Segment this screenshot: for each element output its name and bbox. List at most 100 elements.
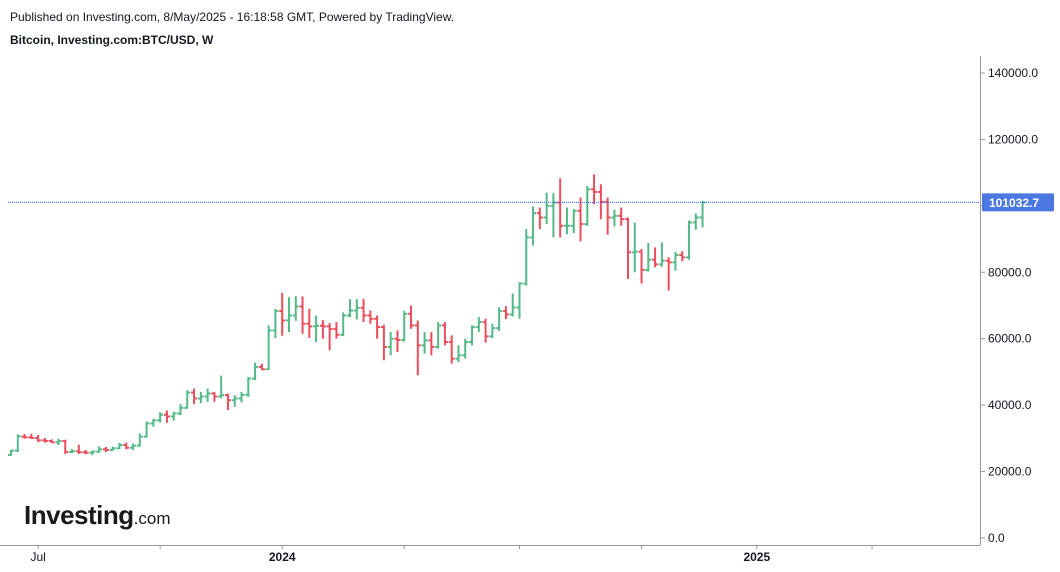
ohlc-bar[interactable] <box>177 404 184 416</box>
ohlc-bar[interactable] <box>75 444 82 454</box>
ohlc-bar[interactable] <box>62 439 69 454</box>
ohlc-bar[interactable] <box>584 185 591 226</box>
ohlc-bar[interactable] <box>211 391 218 402</box>
ohlc-bar[interactable] <box>455 345 462 362</box>
ohlc-bar[interactable] <box>611 209 618 227</box>
ohlc-bar[interactable] <box>686 220 692 260</box>
ohlc-bar[interactable] <box>448 335 455 364</box>
ohlc-bar[interactable] <box>28 433 35 440</box>
ohlc-bar[interactable] <box>665 257 672 291</box>
ohlc-bar[interactable] <box>509 293 516 317</box>
ohlc-bar[interactable] <box>258 363 265 371</box>
ohlc-bar[interactable] <box>699 200 706 228</box>
ohlc-bar[interactable] <box>252 362 259 381</box>
ohlc-bar[interactable] <box>306 308 313 339</box>
ohlc-bar[interactable] <box>645 243 652 272</box>
ohlc-bar[interactable] <box>191 388 198 405</box>
ohlc-bar[interactable] <box>238 391 245 403</box>
ohlc-bar[interactable] <box>102 446 109 452</box>
ohlc-bar[interactable] <box>489 323 496 339</box>
ohlc-bar[interactable] <box>638 249 645 284</box>
ohlc-bar[interactable] <box>482 318 489 343</box>
ohlc-bar[interactable] <box>109 446 116 451</box>
ohlc-bar[interactable] <box>340 312 347 337</box>
ohlc-bar[interactable] <box>130 443 137 450</box>
ohlc-bar[interactable] <box>387 332 394 356</box>
ohlc-bar[interactable] <box>441 322 448 346</box>
ohlc-bar[interactable] <box>218 375 225 399</box>
ohlc-bar[interactable] <box>272 308 279 339</box>
ohlc-bar[interactable] <box>265 325 272 371</box>
ohlc-bar[interactable] <box>469 325 476 346</box>
ohlc-bar[interactable] <box>245 376 252 397</box>
ohlc-bar[interactable] <box>35 435 42 443</box>
ohlc-bar[interactable] <box>577 197 584 242</box>
ohlc-bar[interactable] <box>658 242 665 267</box>
ohlc-bar[interactable] <box>624 217 631 279</box>
ohlc-bar[interactable] <box>516 282 523 319</box>
ohlc-bar[interactable] <box>557 178 564 238</box>
ohlc-bar[interactable] <box>414 320 421 376</box>
ohlc-bar[interactable] <box>299 296 306 334</box>
ohlc-bar[interactable] <box>408 305 415 329</box>
ohlc-bar[interactable] <box>502 306 509 320</box>
ohlc-bar[interactable] <box>313 315 320 343</box>
ohlc-bar[interactable] <box>347 299 353 318</box>
ohlc-bar[interactable] <box>197 391 204 404</box>
ohlc-bar[interactable] <box>55 438 62 445</box>
ohlc-bar[interactable] <box>326 323 333 351</box>
ohlc-bar[interactable] <box>143 421 150 438</box>
ohlc-bar[interactable] <box>692 213 699 230</box>
ohlc-bar[interactable] <box>360 298 367 323</box>
ohlc-bar[interactable] <box>69 448 76 453</box>
ohlc-bar[interactable] <box>435 322 442 349</box>
ohlc-bar[interactable] <box>96 446 103 453</box>
ohlc-bar[interactable] <box>394 330 401 352</box>
ohlc-bar[interactable] <box>8 449 14 456</box>
ohlc-bar[interactable] <box>14 434 21 452</box>
ohlc-bar[interactable] <box>563 207 570 235</box>
ohlc-bar[interactable] <box>319 320 326 339</box>
ohlc-bar[interactable] <box>374 315 381 339</box>
ohlc-bar[interactable] <box>550 193 557 238</box>
ohlc-bar[interactable] <box>116 443 123 450</box>
ohlc-bar[interactable] <box>462 338 469 359</box>
ohlc-bar[interactable] <box>570 209 577 234</box>
ohlc-bar[interactable] <box>652 247 659 268</box>
ohlc-bar[interactable] <box>89 450 96 456</box>
ohlc-bar[interactable] <box>48 439 55 444</box>
ohlc-bar[interactable] <box>123 442 130 450</box>
ohlc-bar[interactable] <box>679 251 686 262</box>
ohlc-bar[interactable] <box>401 310 408 342</box>
ohlc-bar[interactable] <box>231 395 238 407</box>
ohlc-bar[interactable] <box>530 206 537 246</box>
ohlc-bar[interactable] <box>672 251 679 271</box>
ohlc-bar[interactable] <box>523 229 530 286</box>
ohlc-bar[interactable] <box>618 207 625 226</box>
ohlc-bar[interactable] <box>333 322 340 339</box>
ohlc-bar[interactable] <box>292 296 299 321</box>
ohlc-bar[interactable] <box>380 324 387 361</box>
ohlc-bar[interactable] <box>367 310 374 324</box>
ohlc-bar[interactable] <box>353 299 360 320</box>
ohlc-bar[interactable] <box>82 449 89 455</box>
ohlc-bar[interactable] <box>428 332 435 356</box>
ohlc-bar[interactable] <box>285 297 292 333</box>
ohlc-bar[interactable] <box>543 192 550 225</box>
ohlc-bar[interactable] <box>597 184 604 220</box>
ohlc-bar[interactable] <box>163 410 170 423</box>
ohlc-bar[interactable] <box>421 332 428 354</box>
ohlc-bar[interactable] <box>170 411 177 421</box>
ohlc-bar[interactable] <box>279 292 286 336</box>
ohlc-bar[interactable] <box>150 418 157 427</box>
ohlc-bar[interactable] <box>536 207 543 230</box>
ohlc-bar[interactable] <box>184 390 191 409</box>
ohlc-bar[interactable] <box>157 412 164 423</box>
ohlc-bar[interactable] <box>631 222 638 273</box>
ohlc-bar[interactable] <box>475 317 482 333</box>
ohlc-bar[interactable] <box>496 307 503 332</box>
ohlc-bar[interactable] <box>136 433 143 447</box>
ohlc-bar[interactable] <box>224 393 231 411</box>
ohlc-bar[interactable] <box>204 388 211 402</box>
